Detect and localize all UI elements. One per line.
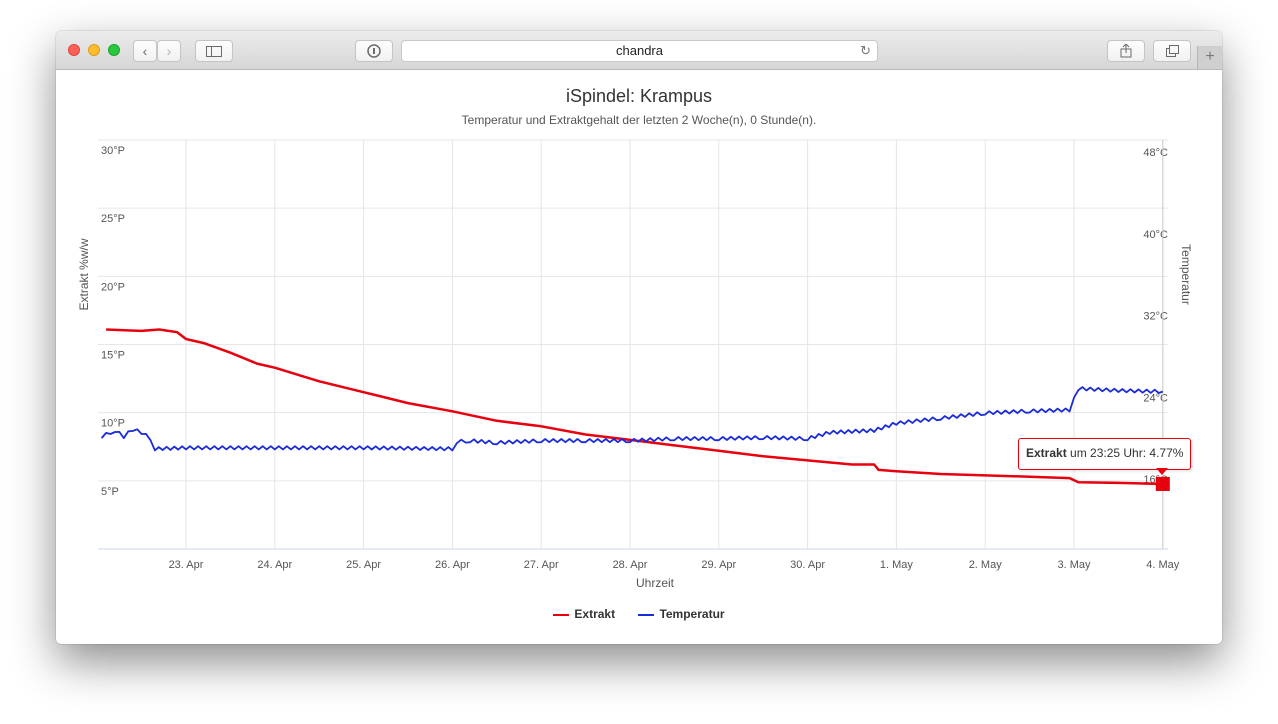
legend-label-extrakt: Extrakt	[574, 607, 616, 621]
y-left-tick-label: 25°P	[101, 213, 125, 225]
share-icon	[1120, 43, 1132, 58]
sidebar-icon	[206, 46, 222, 57]
password-button[interactable]	[355, 40, 393, 62]
chart-subtitle: Temperatur und Extraktgehalt der letzten…	[461, 113, 817, 127]
x-tick-label: 3. May	[1057, 559, 1091, 571]
y-right-tick-label: 40°C	[1143, 229, 1168, 241]
new-tab-button[interactable]: +	[1197, 46, 1222, 69]
chart-legend: Extrakt Temperatur	[56, 607, 1222, 621]
x-tick-label: 28. Apr	[613, 559, 648, 571]
y-left-tick-label: 10°P	[101, 418, 125, 430]
y-right-tick-label: 32°C	[1143, 311, 1168, 323]
y-right-tick-label: 24°C	[1143, 392, 1168, 404]
browser-toolbar: ‹ › chandra ↻	[56, 31, 1222, 70]
forward-icon: ›	[166, 43, 172, 59]
reload-icon[interactable]: ↻	[860, 43, 871, 58]
legend-swatch-temperatur	[638, 613, 655, 616]
series-line-extrakt	[106, 328, 1163, 486]
y-left-tick-label: 20°P	[101, 281, 125, 293]
x-tick-label: 23. Apr	[169, 559, 204, 571]
x-tick-label: 1. May	[880, 559, 914, 571]
legend-label-temperatur: Temperatur	[659, 607, 725, 621]
sidebar-button[interactable]	[195, 40, 233, 62]
share-button[interactable]	[1107, 40, 1145, 62]
x-tick-label: 29. Apr	[701, 559, 736, 571]
new-tab-icon: +	[1205, 48, 1215, 65]
tabs-icon	[1165, 45, 1179, 57]
x-tick-label: 30. Apr	[790, 559, 825, 571]
address-text: chandra	[616, 43, 663, 58]
x-axis-title: Uhrzeit	[636, 576, 675, 590]
x-tick-label: 25. Apr	[346, 559, 381, 571]
y-left-axis-title: Extrakt %w/w	[77, 238, 91, 310]
chart-tooltip: Extrakt um 23:25 Uhr: 4.77%	[1018, 438, 1192, 470]
chart-title: iSpindel: Krampus	[565, 86, 713, 106]
zoom-window-button[interactable]	[108, 44, 120, 56]
browser-window: ‹ › chandra ↻	[56, 31, 1222, 644]
chart-area: 23. Apr 24. Apr 25. Apr 26. Apr 27. Apr 28. A…	[77, 139, 1193, 590]
address-bar[interactable]: chandra ↻	[401, 40, 878, 62]
x-tick-label: 4. May	[1146, 559, 1180, 571]
forward-button[interactable]: ›	[157, 40, 181, 62]
y-left-tick-label: 15°P	[101, 350, 125, 362]
series-line-temperatur	[100, 386, 1164, 452]
legend-swatch-extrakt	[553, 613, 570, 616]
close-window-button[interactable]	[68, 44, 80, 56]
minimize-window-button[interactable]	[88, 44, 100, 56]
hovered-point-marker	[1155, 476, 1170, 491]
tabs-overview-button[interactable]	[1153, 40, 1191, 62]
password-icon	[367, 44, 381, 58]
tooltip-series: Extrakt	[1026, 446, 1067, 460]
x-tick-label: 24. Apr	[257, 559, 292, 571]
tooltip-text: um 23:25 Uhr: 4.77%	[1066, 446, 1184, 460]
x-tick-label: 27. Apr	[524, 559, 559, 571]
y-right-axis-title: Temperatur	[1179, 244, 1193, 305]
tooltip-arrow	[1156, 468, 1168, 475]
y-left-tick-label: 5°P	[101, 486, 119, 498]
legend-item-extrakt[interactable]: Extrakt	[553, 607, 615, 621]
back-button[interactable]: ‹	[133, 40, 157, 62]
y-left-tick-label: 30°P	[101, 145, 125, 157]
legend-item-temperatur[interactable]: Temperatur	[638, 607, 725, 621]
y-right-tick-label: 48°C	[1143, 147, 1168, 159]
x-tick-label: 2. May	[969, 559, 1003, 571]
back-icon: ‹	[142, 43, 148, 59]
x-tick-label: 26. Apr	[435, 559, 470, 571]
